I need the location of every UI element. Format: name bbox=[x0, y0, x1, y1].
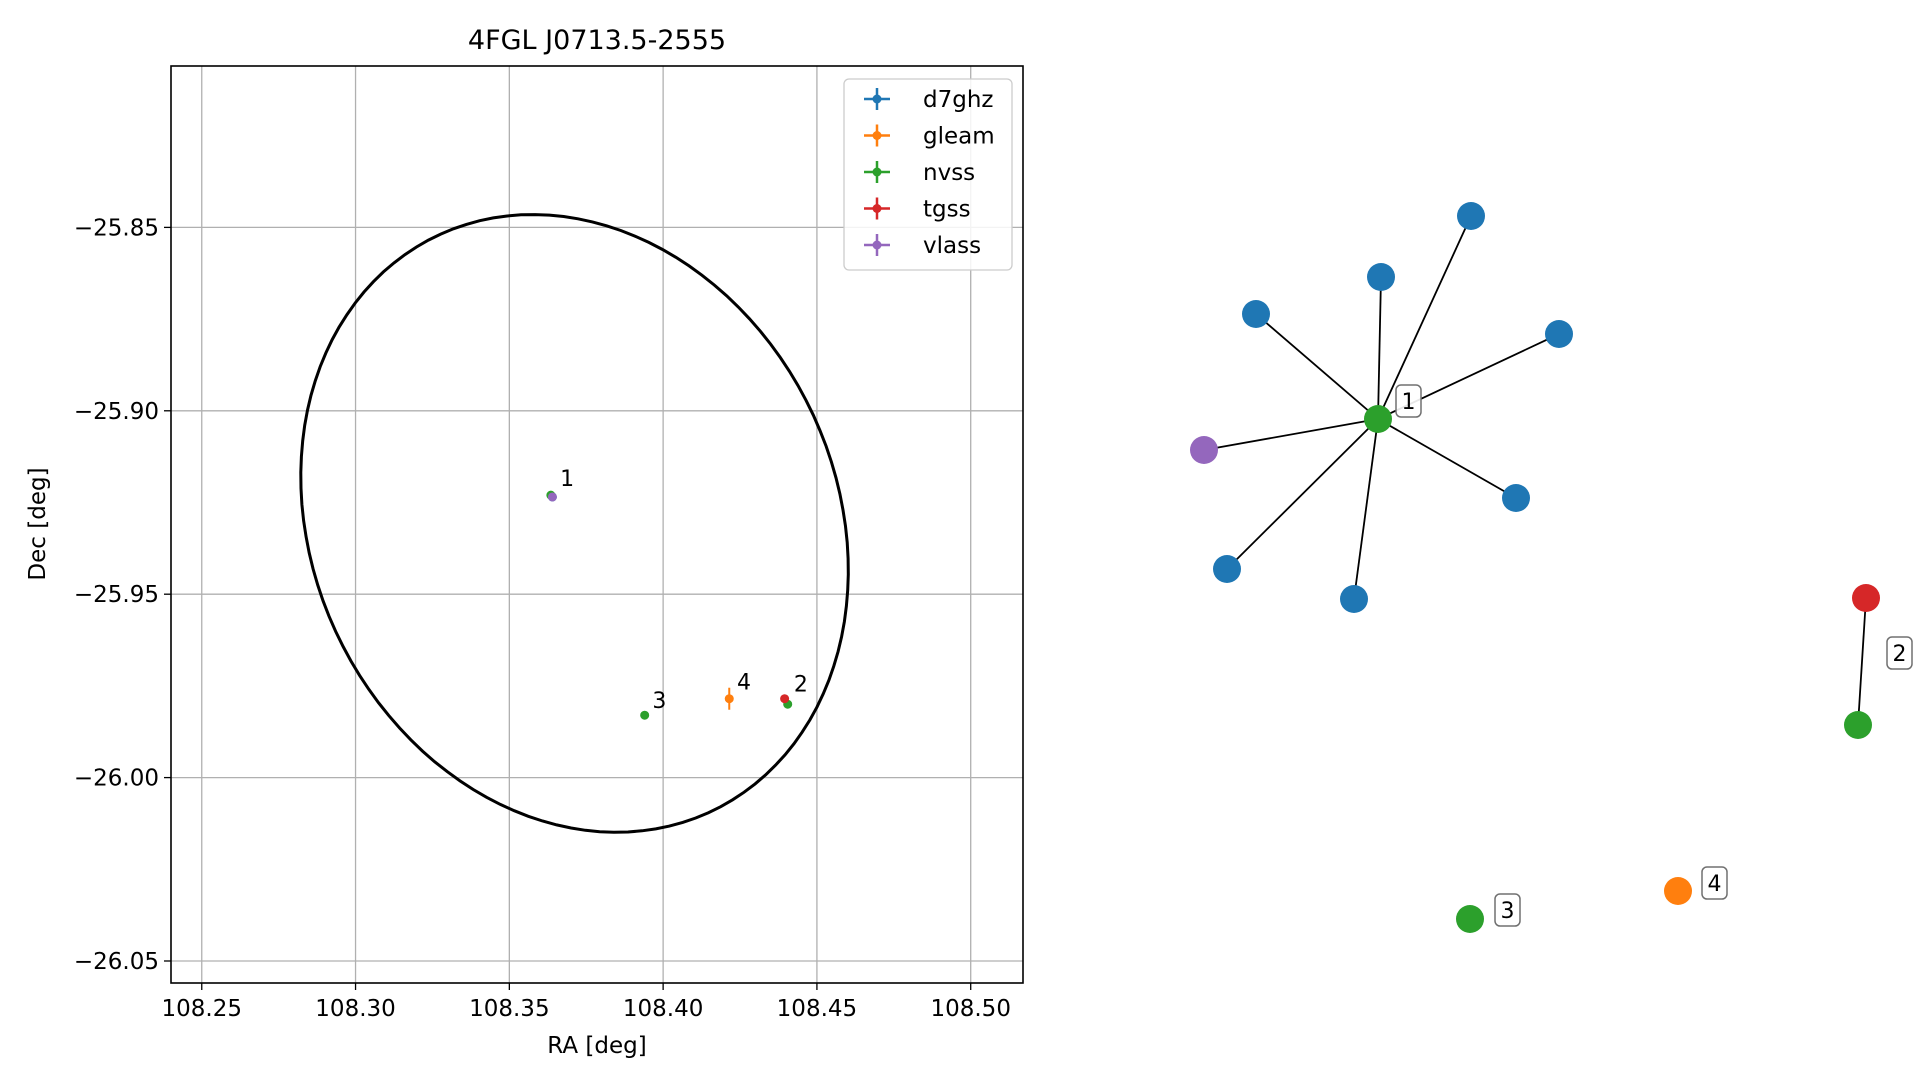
graph-edge bbox=[1377, 215, 1472, 420]
y-tick-label: −25.95 bbox=[74, 582, 159, 608]
graph-edges-layer bbox=[1203, 215, 1867, 726]
y-axis-ticks: −25.85 −25.90 −25.95 −26.00 −26.05 bbox=[74, 215, 171, 975]
y-tick-label: −25.90 bbox=[74, 399, 159, 425]
graph-node bbox=[1844, 711, 1872, 739]
legend-marker-dot bbox=[872, 167, 882, 177]
legend-marker-dot bbox=[872, 94, 882, 104]
graph-node-label: 4 bbox=[1708, 872, 1722, 897]
chart-title: 4FGL J0713.5-2555 bbox=[468, 25, 726, 56]
graph-node bbox=[1545, 320, 1573, 348]
data-point-nvss bbox=[640, 710, 650, 720]
x-tick-label: 108.35 bbox=[469, 996, 549, 1022]
localization-ellipse bbox=[299, 213, 850, 834]
association-graph-panel: 1 2 3 4 bbox=[1190, 202, 1913, 933]
graph-edge bbox=[1255, 313, 1379, 420]
point-label: 4 bbox=[737, 671, 751, 696]
graph-node bbox=[1457, 202, 1485, 230]
point-label: 1 bbox=[560, 467, 574, 492]
graph-edge bbox=[1377, 418, 1517, 499]
y-tick-label: −26.05 bbox=[74, 949, 159, 975]
data-points-layer bbox=[546, 490, 793, 720]
y-axis-label: Dec [deg] bbox=[25, 467, 51, 580]
x-tick-label: 108.50 bbox=[930, 996, 1010, 1022]
graph-nodes-layer bbox=[1190, 202, 1880, 933]
data-point-vlass bbox=[547, 492, 557, 502]
legend: d7ghz gleam nvss tgss vlass bbox=[843, 78, 1013, 271]
graph-node bbox=[1364, 405, 1392, 433]
point-labels-layer: 1 2 3 4 bbox=[560, 467, 808, 714]
x-tick-label: 108.45 bbox=[777, 996, 857, 1022]
legend-entry-d7ghz: d7ghz bbox=[923, 87, 993, 113]
graph-node-label: 3 bbox=[1501, 899, 1515, 924]
x-axis-label: RA [deg] bbox=[547, 1033, 646, 1059]
graph-node bbox=[1242, 300, 1270, 328]
graph-node bbox=[1190, 436, 1218, 464]
x-tick-label: 108.40 bbox=[623, 996, 703, 1022]
graph-node bbox=[1340, 585, 1368, 613]
graph-edge bbox=[1377, 276, 1382, 420]
graph-edge bbox=[1203, 418, 1379, 451]
legend-entry-nvss: nvss bbox=[923, 160, 975, 186]
graph-node-label: 2 bbox=[1893, 642, 1907, 667]
legend-marker-dot bbox=[872, 204, 882, 213]
legend-entry-gleam: gleam bbox=[923, 124, 995, 150]
legend-box bbox=[843, 78, 1013, 271]
legend-entry-vlass: vlass bbox=[923, 233, 981, 259]
x-tick-label: 108.25 bbox=[162, 996, 242, 1022]
sky-map-panel: 4FGL J0713.5-2555 1 2 3 4 108.25 108.30 108.3… bbox=[25, 25, 1024, 1059]
point-label: 3 bbox=[652, 689, 666, 714]
graph-label-box bbox=[1886, 636, 1913, 670]
point-label: 2 bbox=[794, 672, 808, 697]
plot-frame bbox=[170, 65, 1024, 984]
legend-marker-dot bbox=[872, 240, 882, 250]
x-tick-label: 108.30 bbox=[315, 996, 395, 1022]
graph-node bbox=[1664, 877, 1692, 905]
graph-labels-layer: 1 2 3 4 bbox=[1395, 384, 1913, 927]
graph-edge bbox=[1857, 597, 1867, 726]
graph-node bbox=[1456, 905, 1484, 933]
legend-entry-tgss: tgss bbox=[923, 197, 971, 223]
graph-label-box bbox=[1494, 893, 1521, 927]
data-point-tgss bbox=[780, 694, 790, 704]
graph-node bbox=[1367, 263, 1395, 291]
y-tick-label: −25.85 bbox=[74, 215, 159, 241]
graph-node bbox=[1852, 584, 1880, 612]
x-axis-ticks: 108.25 108.30 108.35 108.40 108.45 108.50 bbox=[162, 983, 1011, 1022]
graph-node bbox=[1213, 555, 1241, 583]
data-point-gleam bbox=[724, 694, 734, 704]
graph-label-box bbox=[1701, 866, 1728, 900]
graph-node bbox=[1502, 484, 1530, 512]
legend-marker-dot bbox=[872, 131, 882, 140]
graph-edge bbox=[1353, 418, 1379, 600]
graph-node-label: 1 bbox=[1402, 390, 1416, 415]
graph-label-box bbox=[1395, 384, 1422, 418]
y-tick-label: −26.00 bbox=[74, 766, 159, 792]
graph-edge bbox=[1226, 418, 1379, 570]
localization-ellipse-layer bbox=[299, 213, 850, 834]
